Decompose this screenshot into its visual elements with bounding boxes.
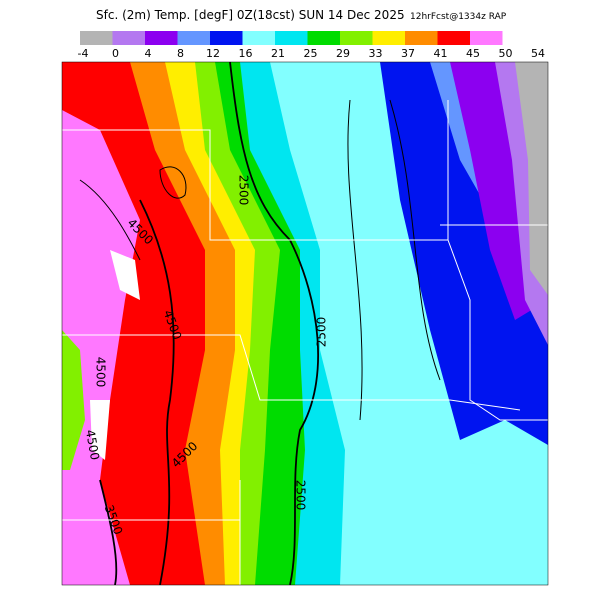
colorbar-label: 21 [271,47,285,60]
colorbar-label: 54 [531,47,545,60]
colorbar-swatch [437,31,470,45]
colorbar: -4 0 4 8 12 16 21 25 29 33 37 41 45 50 54 [78,31,545,60]
colorbar-label: 29 [336,47,350,60]
borders [62,100,548,585]
contour-label: 2500 [294,480,308,511]
temp-region [62,110,140,585]
temp-region [515,62,548,295]
colorbar-swatch [307,31,340,45]
colorbar-label: 0 [112,47,119,60]
colorbar-label: 50 [499,47,513,60]
colorbar-label: 37 [401,47,415,60]
colorbar-swatch [405,31,438,45]
colorbar-swatch [470,31,503,45]
colorbar-label: -4 [78,47,89,60]
colorbar-swatch [372,31,405,45]
colorbar-swatch [177,31,210,45]
colorbar-swatch [340,31,373,45]
colorbar-label: 12 [206,47,220,60]
colorbar-swatch [145,31,178,45]
colorbar-label: 41 [434,47,448,60]
colorbar-label: 45 [466,47,480,60]
contour-label: 4500 [83,429,102,462]
contour-label: 2500 [315,317,329,348]
map-area [61,61,549,586]
colorbar-swatch [112,31,145,45]
map-subtitle: 12hrFcst@1334z RAP [410,12,507,22]
colorbar-swatch [210,31,243,45]
map-title: Sfc. (2m) Temp. [degF] 0Z(18cst) SUN 14 … [96,8,405,22]
colorbar-label: 4 [145,47,152,60]
temp-region [90,400,110,460]
colorbar-label: 33 [369,47,383,60]
contours [79,62,441,585]
temp-region [110,250,140,300]
temp-region [62,330,85,470]
colorbar-swatch [80,31,113,45]
map-frame [61,61,549,586]
colorbar-swatch [242,31,275,45]
contour-label: 4500 [94,357,108,388]
colorbar-swatch [275,31,308,45]
colorbar-label: 8 [177,47,184,60]
colorbar-label: 25 [304,47,318,60]
colorbar-label: 16 [239,47,253,60]
contour-label: 2500 [237,175,251,206]
